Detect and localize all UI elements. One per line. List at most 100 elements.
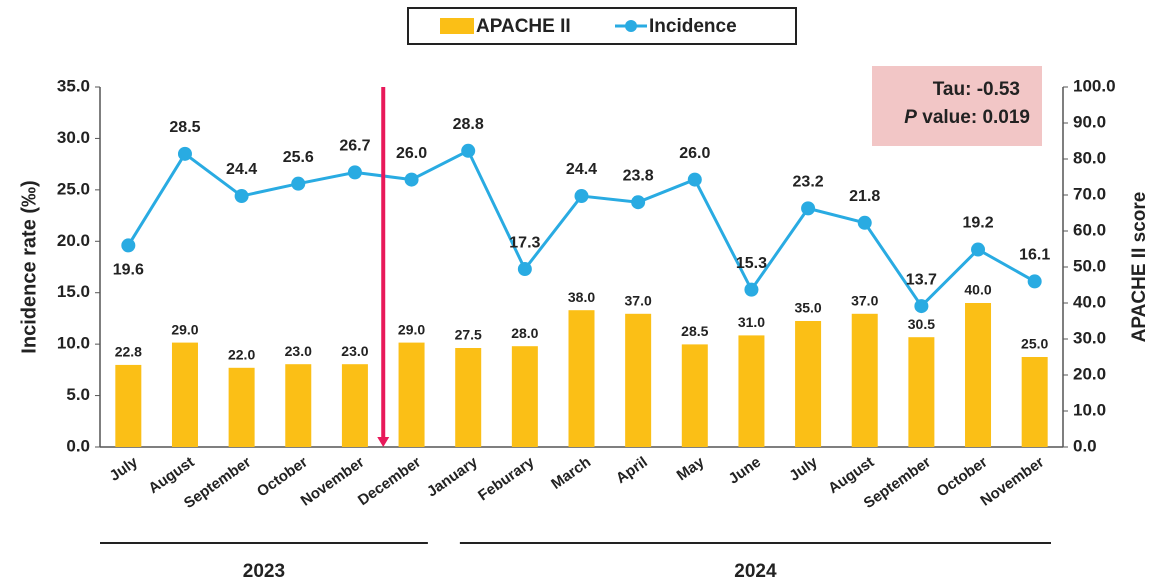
legend-label: APACHE II [476, 16, 571, 37]
point-label: 25.6 [283, 149, 314, 166]
point [687, 172, 702, 187]
x-tick-label: August [825, 454, 877, 498]
legend-marker [625, 20, 637, 32]
bar-label: 29.0 [398, 321, 425, 337]
point-label: 21.8 [849, 188, 880, 205]
x-tick-label: November [977, 454, 1047, 510]
x-tick-label: July [786, 453, 821, 485]
bar [681, 344, 708, 447]
bar-label: 23.0 [341, 343, 368, 359]
bar [738, 335, 765, 447]
point-label: 13.7 [906, 271, 937, 288]
y-tick-label: 20.0 [57, 231, 90, 250]
group-label: 2024 [734, 561, 777, 578]
point [121, 238, 136, 253]
bar [851, 313, 878, 447]
point-label: 24.4 [226, 161, 257, 178]
x-tick-label: May [674, 453, 708, 484]
bar-label: 40.0 [964, 282, 991, 298]
y-tick-label: 15.0 [57, 282, 90, 301]
y2-tick-label: 10.0 [1073, 400, 1106, 419]
point [631, 195, 646, 210]
bar-label: 35.0 [794, 300, 821, 316]
y2-tick-label: 70.0 [1073, 184, 1106, 203]
bar [795, 321, 822, 447]
bar-label: 30.5 [908, 316, 935, 332]
bar-label: 37.0 [625, 293, 652, 309]
bar [1021, 357, 1048, 447]
p-text: value: 0.019 [922, 107, 1030, 128]
annotation-box [872, 66, 1042, 146]
x-tick-label: June [726, 454, 764, 488]
bar-label: 38.0 [568, 289, 595, 305]
point-label: 19.6 [113, 262, 144, 279]
tau-text: Tau: -0.53 [933, 79, 1020, 100]
point [347, 165, 362, 180]
y2-tick-label: 50.0 [1073, 256, 1106, 275]
point [517, 262, 532, 277]
x-tick-label: November [298, 454, 368, 510]
point-label: 24.4 [566, 161, 597, 178]
x-tick-label: July [107, 453, 142, 485]
point-label: 16.1 [1019, 247, 1050, 264]
y-tick-label: 25.0 [57, 179, 90, 198]
y2-tick-label: 20.0 [1073, 364, 1106, 383]
legend-label: Incidence [649, 16, 737, 37]
y2-axis-title: APACHE II score [1129, 192, 1150, 343]
bar-label: 28.5 [681, 323, 708, 339]
point [914, 299, 929, 314]
bar [115, 364, 142, 447]
x-tick-label: April [613, 454, 651, 488]
group-label: 2023 [243, 561, 285, 578]
point [857, 215, 872, 230]
bar-label: 29.0 [171, 321, 198, 337]
point [461, 143, 476, 158]
bar [965, 303, 992, 447]
y2-tick-label: 100.0 [1073, 76, 1116, 95]
y-tick-label: 30.0 [57, 128, 90, 147]
point [574, 189, 589, 204]
y2-tick-label: 90.0 [1073, 112, 1106, 131]
point [801, 201, 816, 216]
bar [171, 342, 198, 447]
bar [285, 364, 312, 447]
p-value: P value: 0.019 [904, 107, 1030, 128]
bar-label: 28.0 [511, 325, 538, 341]
y2-tick-label: 60.0 [1073, 220, 1106, 239]
bar [625, 313, 652, 447]
x-tick-label: August [145, 454, 197, 498]
bar-label: 37.0 [851, 293, 878, 309]
y-tick-label: 0.0 [66, 436, 90, 455]
x-tick-label: December [355, 454, 424, 510]
intervention-arrow [377, 437, 390, 447]
legend-swatch [440, 18, 474, 34]
bar-label: 27.5 [455, 327, 482, 343]
x-tick-label: January [424, 453, 481, 500]
y2-tick-label: 30.0 [1073, 328, 1106, 347]
bar [511, 346, 538, 447]
point-label: 26.7 [339, 138, 370, 155]
y-axis-title: Incidence rate (‰) [18, 180, 40, 353]
bar [398, 342, 425, 447]
point [234, 189, 249, 204]
point-label: 19.2 [962, 215, 993, 232]
y-tick-label: 10.0 [57, 334, 90, 353]
y2-tick-label: 80.0 [1073, 148, 1106, 167]
bar [908, 337, 935, 447]
point-label: 15.3 [736, 255, 767, 272]
bar [341, 364, 368, 447]
bar-label: 31.0 [738, 314, 765, 330]
point-label: 28.8 [453, 116, 484, 133]
point [177, 146, 192, 161]
point [744, 282, 759, 297]
bar-label: 25.0 [1021, 336, 1048, 352]
bar-label: 23.0 [285, 343, 312, 359]
point-label: 23.2 [793, 174, 824, 191]
bar-label: 22.0 [228, 347, 255, 363]
y2-tick-label: 40.0 [1073, 292, 1106, 311]
bar [455, 348, 482, 447]
point-label: 26.0 [396, 145, 427, 162]
point [291, 176, 306, 191]
